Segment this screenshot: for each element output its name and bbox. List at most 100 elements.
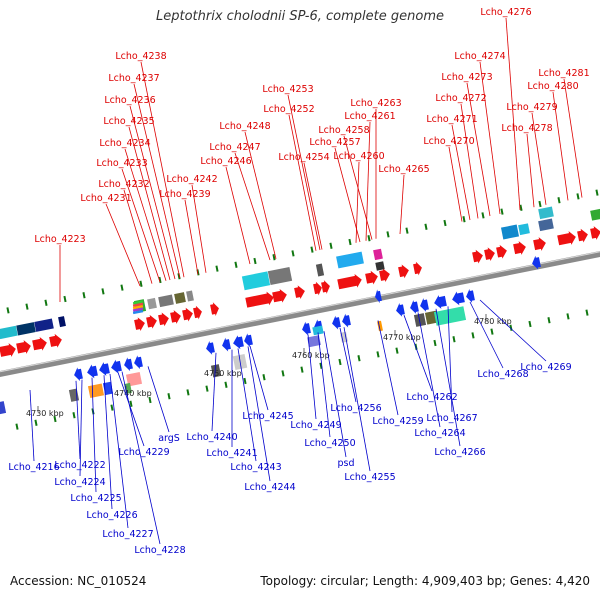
- bottom-gene-label: Lcho_4224: [54, 477, 105, 488]
- feature-tick: [101, 288, 105, 295]
- top-gene-label: Lcho_4281: [538, 68, 589, 79]
- top-gene-label: Lcho_4238: [115, 51, 166, 62]
- feature-tick: [110, 404, 114, 411]
- feature-tick: [329, 242, 333, 249]
- top-gene-leader-line: [399, 174, 405, 235]
- top-gene-label: Lcho_4242: [166, 174, 217, 185]
- reverse-gene-arrow: [233, 335, 244, 350]
- feature-tick: [500, 208, 504, 215]
- feature-tick: [167, 393, 171, 400]
- forward-gene-arrow: [365, 270, 378, 285]
- top-gene-leader-line: [505, 17, 521, 211]
- topology-text: Topology: circular; Length: 4,909,403 bp…: [260, 574, 590, 588]
- reverse-gene-arrow: [396, 302, 405, 317]
- cog-category-box: [0, 401, 7, 415]
- top-gene-leader-line: [140, 61, 185, 278]
- forward-gene-arrow: [484, 247, 495, 262]
- reverse-gene-arrow: [302, 321, 311, 336]
- forward-gene-arrow: [590, 226, 600, 240]
- forward-gene-arrow: [170, 310, 181, 324]
- bottom-gene-leader-line: [249, 345, 269, 411]
- feature-tick: [262, 374, 266, 381]
- kbp-label: 4780 kbp: [474, 317, 512, 326]
- top-gene-leader-line: [526, 133, 535, 208]
- cog-category-box: [413, 313, 427, 327]
- forward-gene-arrow: [321, 280, 330, 294]
- cog-stack-segment: [132, 307, 144, 312]
- top-gene-label: Lcho_4232: [98, 179, 149, 190]
- top-gene-leader-line: [128, 126, 171, 281]
- top-gene-leader-line: [234, 152, 271, 261]
- feature-tick: [595, 189, 599, 196]
- bottom-gene-label: Lcho_4243: [230, 462, 281, 473]
- reverse-gene-arrow: [87, 364, 98, 379]
- kbp-label: 4750 kbp: [204, 369, 242, 378]
- bottom-gene-leader-line: [247, 346, 271, 482]
- reverse-gene-arrow: [134, 355, 143, 370]
- top-gene-leader-line: [133, 83, 181, 279]
- cog-category-box: [307, 335, 321, 348]
- top-gene-leader-line: [244, 131, 277, 259]
- backbone-highlight: [0, 251, 600, 373]
- bottom-gene-leader-line: [121, 371, 161, 545]
- bottom-gene-label: Lcho_4266: [434, 447, 485, 458]
- bottom-gene-leader-line: [29, 389, 35, 462]
- top-gene-label: Lcho_4272: [435, 93, 486, 104]
- bottom-gene-leader-line: [339, 327, 357, 403]
- bottom-gene-leader-line: [147, 366, 170, 433]
- top-gene-label: Lcho_4261: [344, 111, 395, 122]
- cog-category-box: [87, 383, 105, 399]
- feature-tick: [462, 216, 466, 223]
- feature-tick: [148, 396, 152, 404]
- feature-tick: [395, 347, 399, 354]
- bottom-gene-label: Lcho_4269: [520, 362, 571, 373]
- bottom-gene-leader-line: [307, 334, 317, 420]
- top-gene-label: Lcho_4252: [263, 104, 314, 115]
- forward-gene-arrow: [16, 340, 31, 354]
- feature-tick: [367, 235, 371, 242]
- bottom-gene-label: Lcho_4259: [372, 416, 423, 427]
- bottom-gene-label: Lcho_4250: [304, 438, 355, 449]
- top-gene-label: Lcho_4254: [278, 152, 329, 163]
- bottom-gene-leader-line: [323, 331, 347, 458]
- reverse-gene-arrow: [332, 315, 341, 330]
- top-gene-label: Lcho_4271: [426, 114, 477, 125]
- forward-gene-arrow: [32, 336, 47, 351]
- bottom-gene-leader-line: [109, 373, 129, 529]
- top-gene-label: Lcho_4270: [423, 136, 474, 147]
- top-gene-label: Lcho_4257: [309, 137, 360, 148]
- bottom-gene-leader-line: [377, 320, 399, 416]
- bottom-gene-leader-line: [79, 379, 83, 477]
- bottom-gene-label: Lcho_4241: [206, 448, 257, 459]
- top-gene-leader-line: [365, 121, 371, 241]
- top-gene-leader-line: [451, 124, 471, 221]
- feature-tick: [72, 412, 76, 419]
- cog-category-box: [315, 263, 325, 277]
- top-gene-label: Lcho_4280: [527, 81, 578, 92]
- top-gene-leader-line: [460, 103, 479, 219]
- reverse-gene-arrow: [222, 337, 231, 352]
- bottom-gene-leader-line: [211, 352, 217, 432]
- forward-gene-arrow: [472, 249, 483, 264]
- top-gene-label: Lcho_4273: [441, 72, 492, 83]
- cog-category-box: [500, 224, 520, 240]
- cog-category-box: [0, 325, 18, 340]
- cog-category-box: [336, 251, 364, 269]
- feature-tick: [224, 381, 228, 388]
- bottom-gene-label: Lcho_4226: [86, 510, 137, 521]
- reverse-gene-arrow: [244, 333, 253, 348]
- reverse-gene-arrow: [99, 362, 110, 376]
- top-gene-leader-line: [303, 162, 323, 250]
- cog-category-box: [241, 271, 271, 291]
- top-gene-leader-line: [288, 114, 317, 251]
- feature-tick: [281, 370, 285, 377]
- feature-tick: [44, 299, 48, 306]
- feature-tick: [490, 328, 494, 335]
- forward-gene-arrow: [337, 273, 362, 290]
- bottom-gene-label: Lcho_4244: [244, 482, 295, 493]
- reverse-gene-arrow: [420, 298, 429, 312]
- bottom-gene-label: Lcho_4249: [290, 420, 341, 431]
- cog-category-box: [16, 322, 36, 336]
- cog-category-box: [433, 306, 467, 326]
- cog-category-box: [125, 371, 143, 387]
